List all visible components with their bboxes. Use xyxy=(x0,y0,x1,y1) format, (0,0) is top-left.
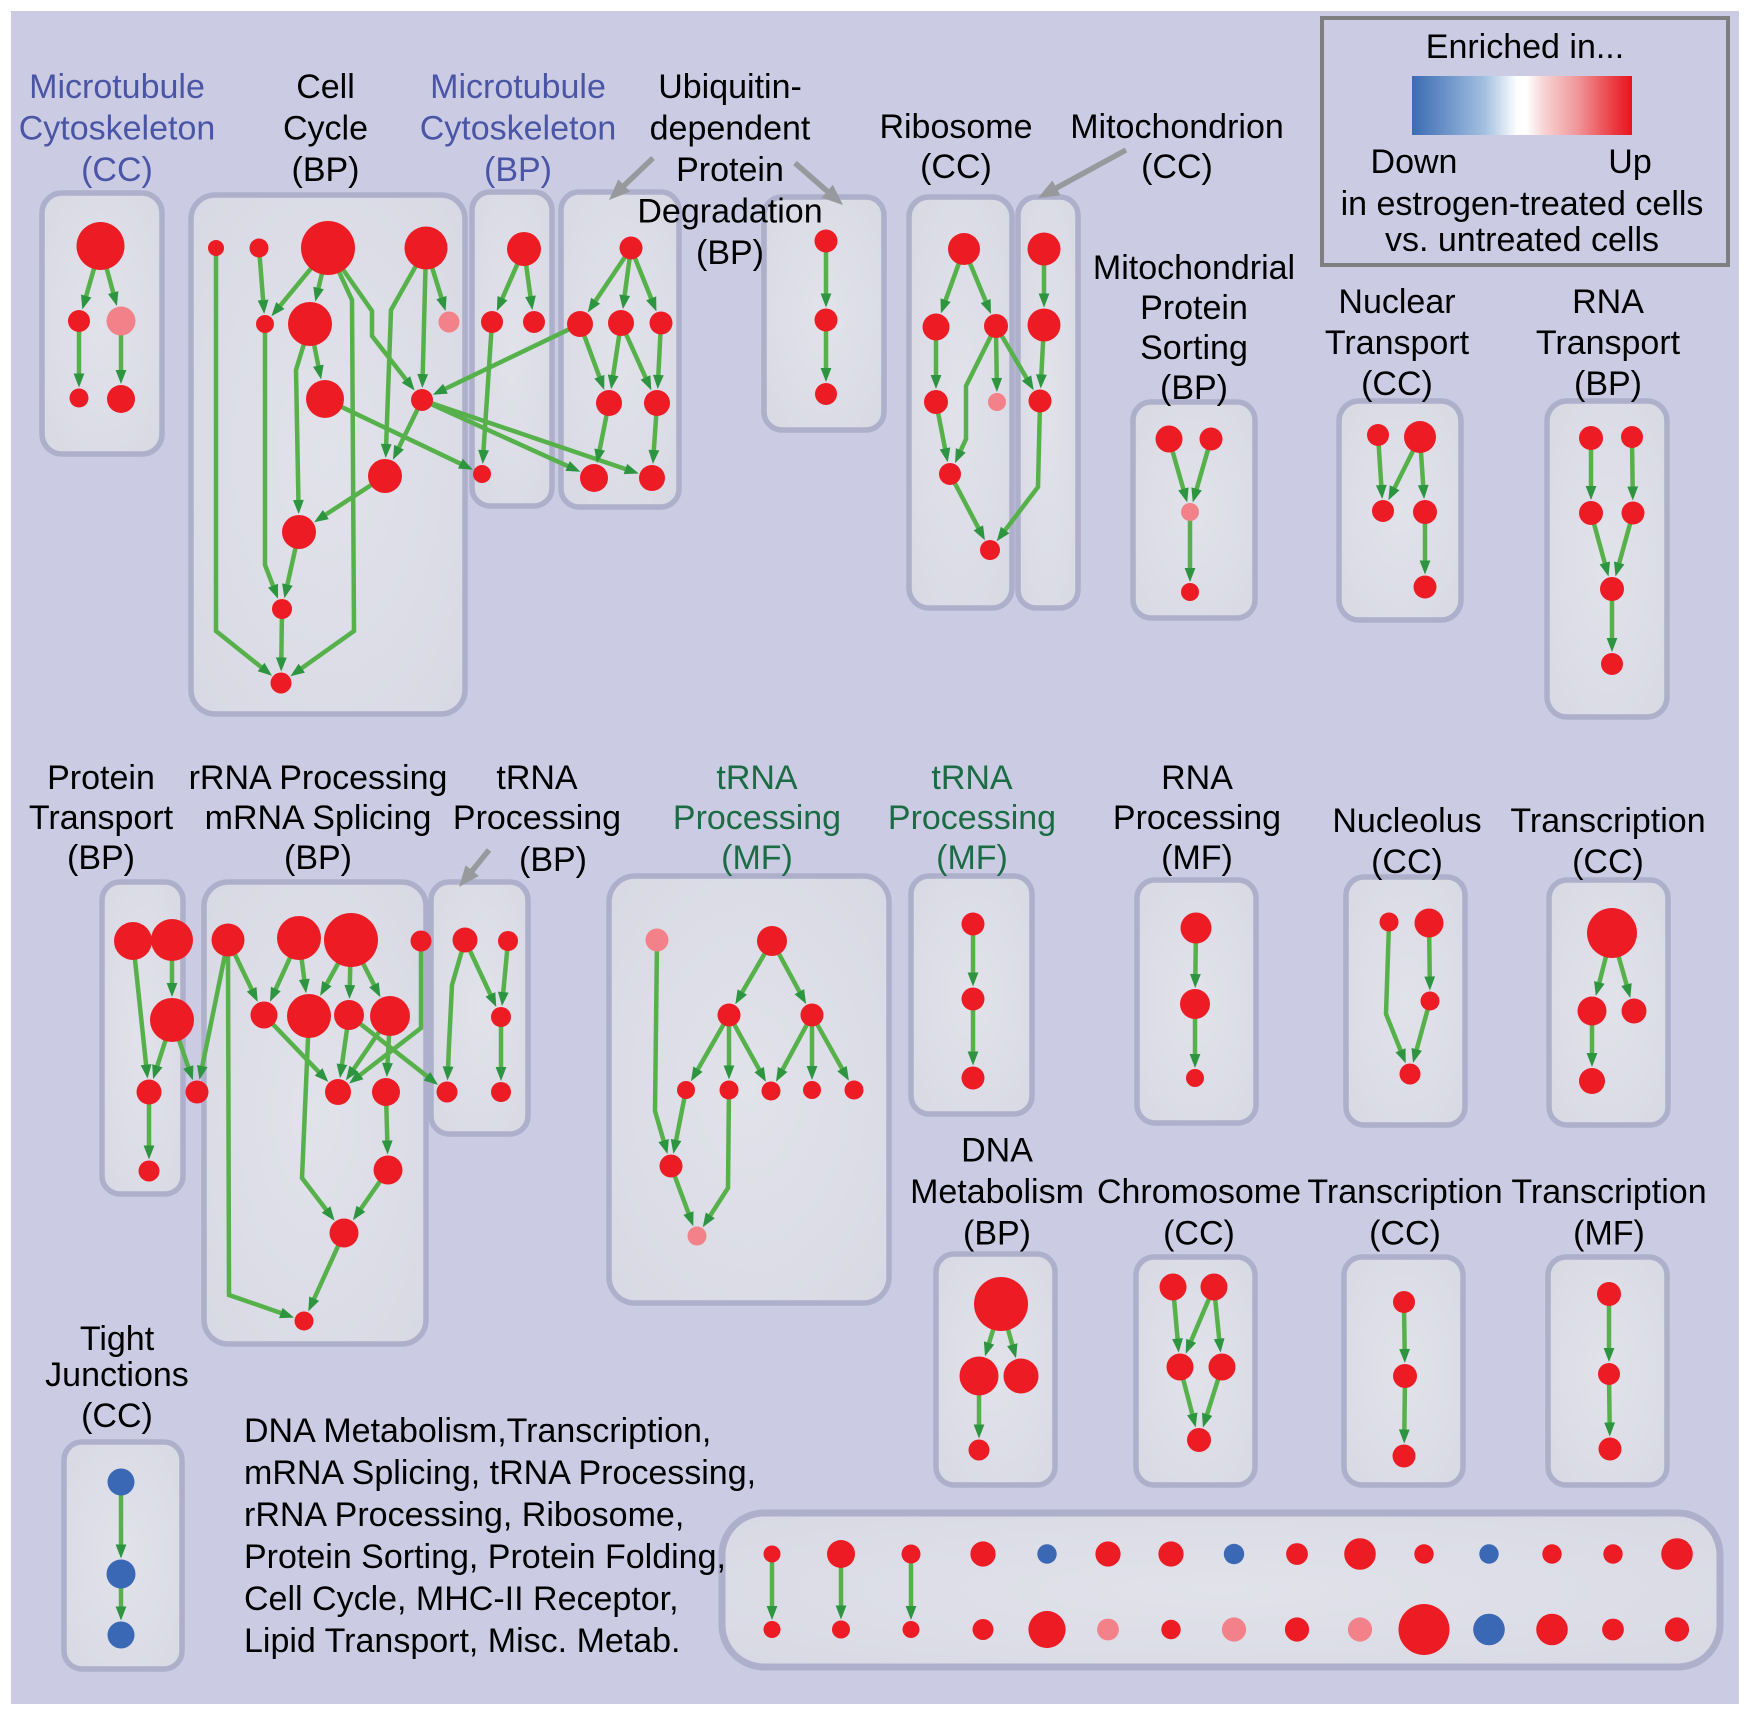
svg-text:Transcription: Transcription xyxy=(1307,1173,1502,1211)
svg-text:Protein: Protein xyxy=(676,151,784,189)
svg-text:Cytoskeleton: Cytoskeleton xyxy=(420,110,617,148)
svg-text:mRNA Splicing, tRNA Processing: mRNA Splicing, tRNA Processing, xyxy=(244,1454,756,1492)
svg-text:(MF): (MF) xyxy=(1573,1215,1645,1253)
svg-text:Ribosome: Ribosome xyxy=(879,108,1032,146)
svg-text:Metabolism: Metabolism xyxy=(910,1173,1084,1211)
svg-text:(CC): (CC) xyxy=(1369,1215,1441,1253)
svg-text:Transport: Transport xyxy=(29,799,174,837)
svg-text:Protein Sorting, Protein Foldi: Protein Sorting, Protein Folding, xyxy=(244,1538,726,1576)
svg-text:Degradation: Degradation xyxy=(637,193,822,231)
svg-text:RNA: RNA xyxy=(1572,283,1644,321)
svg-text:Transport: Transport xyxy=(1325,324,1470,362)
svg-text:Microtubule: Microtubule xyxy=(430,68,606,106)
svg-text:rRNA Processing: rRNA Processing xyxy=(189,759,448,797)
svg-text:Mitochondrial: Mitochondrial xyxy=(1093,249,1295,287)
svg-text:Enriched in...: Enriched in... xyxy=(1426,28,1624,66)
svg-text:(MF): (MF) xyxy=(936,839,1008,877)
svg-text:Junctions: Junctions xyxy=(45,1356,189,1394)
svg-text:Lipid Transport, Misc. Metab.: Lipid Transport, Misc. Metab. xyxy=(244,1622,681,1660)
svg-text:(CC): (CC) xyxy=(81,1397,153,1435)
svg-text:tRNA: tRNA xyxy=(931,759,1013,797)
svg-text:tRNA: tRNA xyxy=(496,759,578,797)
svg-text:Chromosome: Chromosome xyxy=(1097,1173,1301,1211)
svg-text:in estrogen-treated cells: in estrogen-treated cells xyxy=(1341,185,1704,223)
svg-text:mRNA Splicing: mRNA Splicing xyxy=(205,799,432,837)
svg-text:DNA: DNA xyxy=(961,1132,1033,1170)
svg-text:(BP): (BP) xyxy=(484,151,552,189)
svg-text:(BP): (BP) xyxy=(284,839,352,877)
svg-text:Processing: Processing xyxy=(1113,799,1281,837)
svg-text:Protein: Protein xyxy=(47,759,155,797)
svg-text:DNA Metabolism,Transcription,: DNA Metabolism,Transcription, xyxy=(244,1412,711,1450)
svg-text:Mitochondrion: Mitochondrion xyxy=(1070,108,1284,146)
svg-text:Ubiquitin-: Ubiquitin- xyxy=(658,68,802,106)
svg-text:Down: Down xyxy=(1371,143,1458,181)
svg-text:Protein: Protein xyxy=(1140,289,1248,327)
svg-text:Up: Up xyxy=(1608,143,1651,181)
svg-text:Cell: Cell xyxy=(296,68,355,106)
svg-text:Microtubule: Microtubule xyxy=(29,68,205,106)
svg-text:Processing: Processing xyxy=(453,799,621,837)
svg-text:(BP): (BP) xyxy=(292,151,360,189)
svg-text:(CC): (CC) xyxy=(1361,365,1433,403)
svg-text:vs. untreated cells: vs. untreated cells xyxy=(1385,221,1659,259)
svg-text:Sorting: Sorting xyxy=(1140,329,1248,367)
svg-text:Processing: Processing xyxy=(673,799,841,837)
svg-text:Tight: Tight xyxy=(80,1320,155,1358)
svg-text:(CC): (CC) xyxy=(1163,1215,1235,1253)
svg-text:Cell Cycle, MHC-II Receptor,: Cell Cycle, MHC-II Receptor, xyxy=(244,1580,679,1618)
svg-text:(BP): (BP) xyxy=(1160,369,1228,407)
svg-text:tRNA: tRNA xyxy=(716,759,798,797)
svg-text:Transport: Transport xyxy=(1536,324,1681,362)
svg-text:Cycle: Cycle xyxy=(283,110,368,148)
svg-text:(BP): (BP) xyxy=(696,234,764,272)
svg-text:Processing: Processing xyxy=(888,799,1056,837)
svg-text:(CC): (CC) xyxy=(1371,843,1443,881)
svg-text:(CC): (CC) xyxy=(920,148,992,186)
svg-text:(MF): (MF) xyxy=(721,839,793,877)
svg-text:(MF): (MF) xyxy=(1161,839,1233,877)
svg-text:Nuclear: Nuclear xyxy=(1338,283,1455,321)
svg-text:dependent: dependent xyxy=(650,110,811,148)
svg-text:(CC): (CC) xyxy=(1572,843,1644,881)
svg-text:Transcription: Transcription xyxy=(1511,1173,1706,1211)
svg-text:(BP): (BP) xyxy=(1574,365,1642,403)
svg-text:RNA: RNA xyxy=(1161,759,1233,797)
svg-text:(BP): (BP) xyxy=(963,1215,1031,1253)
svg-text:rRNA Processing, Ribosome,: rRNA Processing, Ribosome, xyxy=(244,1496,684,1534)
svg-text:Nucleolus: Nucleolus xyxy=(1332,802,1481,840)
svg-text:Transcription: Transcription xyxy=(1510,802,1705,840)
svg-text:Cytoskeleton: Cytoskeleton xyxy=(19,110,216,148)
svg-text:(CC): (CC) xyxy=(1141,148,1213,186)
svg-text:(BP): (BP) xyxy=(67,839,135,877)
svg-text:(CC): (CC) xyxy=(81,151,153,189)
svg-text:(BP): (BP) xyxy=(519,841,587,879)
